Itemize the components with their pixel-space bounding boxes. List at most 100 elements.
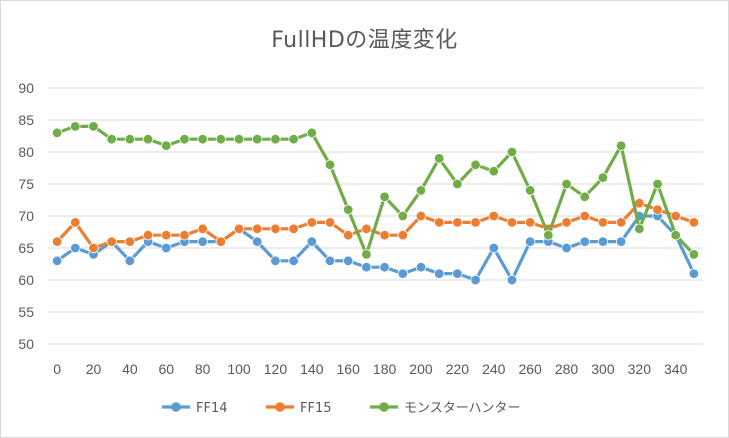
data-point [124,133,136,145]
data-point [270,255,281,266]
series-1 [51,197,700,254]
data-point [597,172,609,183]
data-point [524,185,536,196]
data-point [379,229,390,241]
y-tick-label: 60 [18,272,34,288]
x-tick-label: 200 [409,361,433,377]
x-tick-label: 100 [227,361,251,377]
data-point [433,153,445,164]
data-point [215,236,227,247]
data-point [397,229,408,241]
data-point [615,140,627,151]
y-tick-label: 70 [18,208,34,224]
series-lines [51,121,700,286]
data-point [415,185,427,196]
data-point [252,236,263,247]
x-tick-label: 340 [664,361,688,377]
data-point [433,268,445,279]
data-point [597,236,609,247]
data-point [688,217,700,228]
data-point [506,146,518,158]
x-tick-label: 320 [628,361,652,377]
x-tick-label: 260 [518,361,542,377]
data-point [579,236,590,247]
data-point [142,133,154,145]
data-point [488,210,499,222]
data-point [70,217,81,228]
data-point [688,268,700,279]
y-tick-label: 65 [18,240,34,256]
x-axis-tick-labels: 0 20 40 60 80 100 120 140 160 180 200 220 240 260 280 3… [53,361,687,377]
data-point [488,242,499,254]
data-point [161,229,172,241]
x-tick-label: 220 [446,361,470,377]
y-tick-label: 55 [18,304,34,320]
data-point [634,223,645,235]
y-tick-label: 75 [18,176,34,192]
data-point [161,140,172,151]
data-point [288,223,299,235]
data-point [488,165,499,177]
data-point [470,159,481,171]
data-point [124,236,136,247]
x-tick-label: 0 [53,361,61,377]
legend-swatch-marker [275,402,285,412]
data-point [270,133,281,145]
data-point [288,133,299,145]
data-point [306,217,318,228]
data-point [452,178,463,190]
data-point [88,121,99,132]
data-point [288,255,299,266]
y-axis-tick-labels: 50 55 60 65 70 75 80 85 90 [18,80,34,352]
data-point [470,217,481,228]
data-point [561,217,572,228]
x-tick-label: 180 [373,361,397,377]
data-point [70,242,81,254]
legend: FF14 FF15 モンスターハンター [162,401,520,416]
data-point [652,204,663,215]
data-point [51,255,63,266]
data-point [397,210,408,222]
y-tick-label: 80 [18,144,34,160]
data-point [579,191,590,203]
data-point [197,236,208,247]
x-tick-label: 20 [86,361,102,377]
y-tick-label: 50 [18,336,34,352]
data-point [252,133,263,145]
data-point [452,268,463,279]
data-point [561,242,572,254]
legend-swatch-marker [379,402,389,412]
data-point [197,223,208,235]
data-point [88,242,99,254]
data-point [524,217,536,228]
data-point [615,236,627,247]
x-tick-label: 140 [300,361,324,377]
legend-label: FF14 [196,401,228,416]
data-point [324,255,336,266]
data-point [543,229,554,241]
legend-label: モンスターハンター [404,401,520,416]
y-tick-label: 85 [18,112,34,128]
data-point [179,133,190,145]
legend-label: FF15 [300,401,332,416]
data-point [524,236,536,247]
data-point [179,229,190,241]
data-point [343,229,354,241]
data-point [579,210,590,222]
data-point [688,249,700,260]
x-tick-label: 240 [482,361,506,377]
x-tick-label: 80 [195,361,211,377]
data-point [470,274,481,286]
data-point [670,229,681,241]
data-point [270,223,281,235]
y-tick-label: 90 [18,80,34,96]
x-tick-label: 120 [264,361,288,377]
x-tick-label: 160 [337,361,361,377]
data-point [142,229,154,241]
data-point [343,204,354,215]
data-point [615,217,627,228]
data-point [252,223,263,235]
x-tick-label: 280 [555,361,579,377]
data-point [415,210,427,222]
